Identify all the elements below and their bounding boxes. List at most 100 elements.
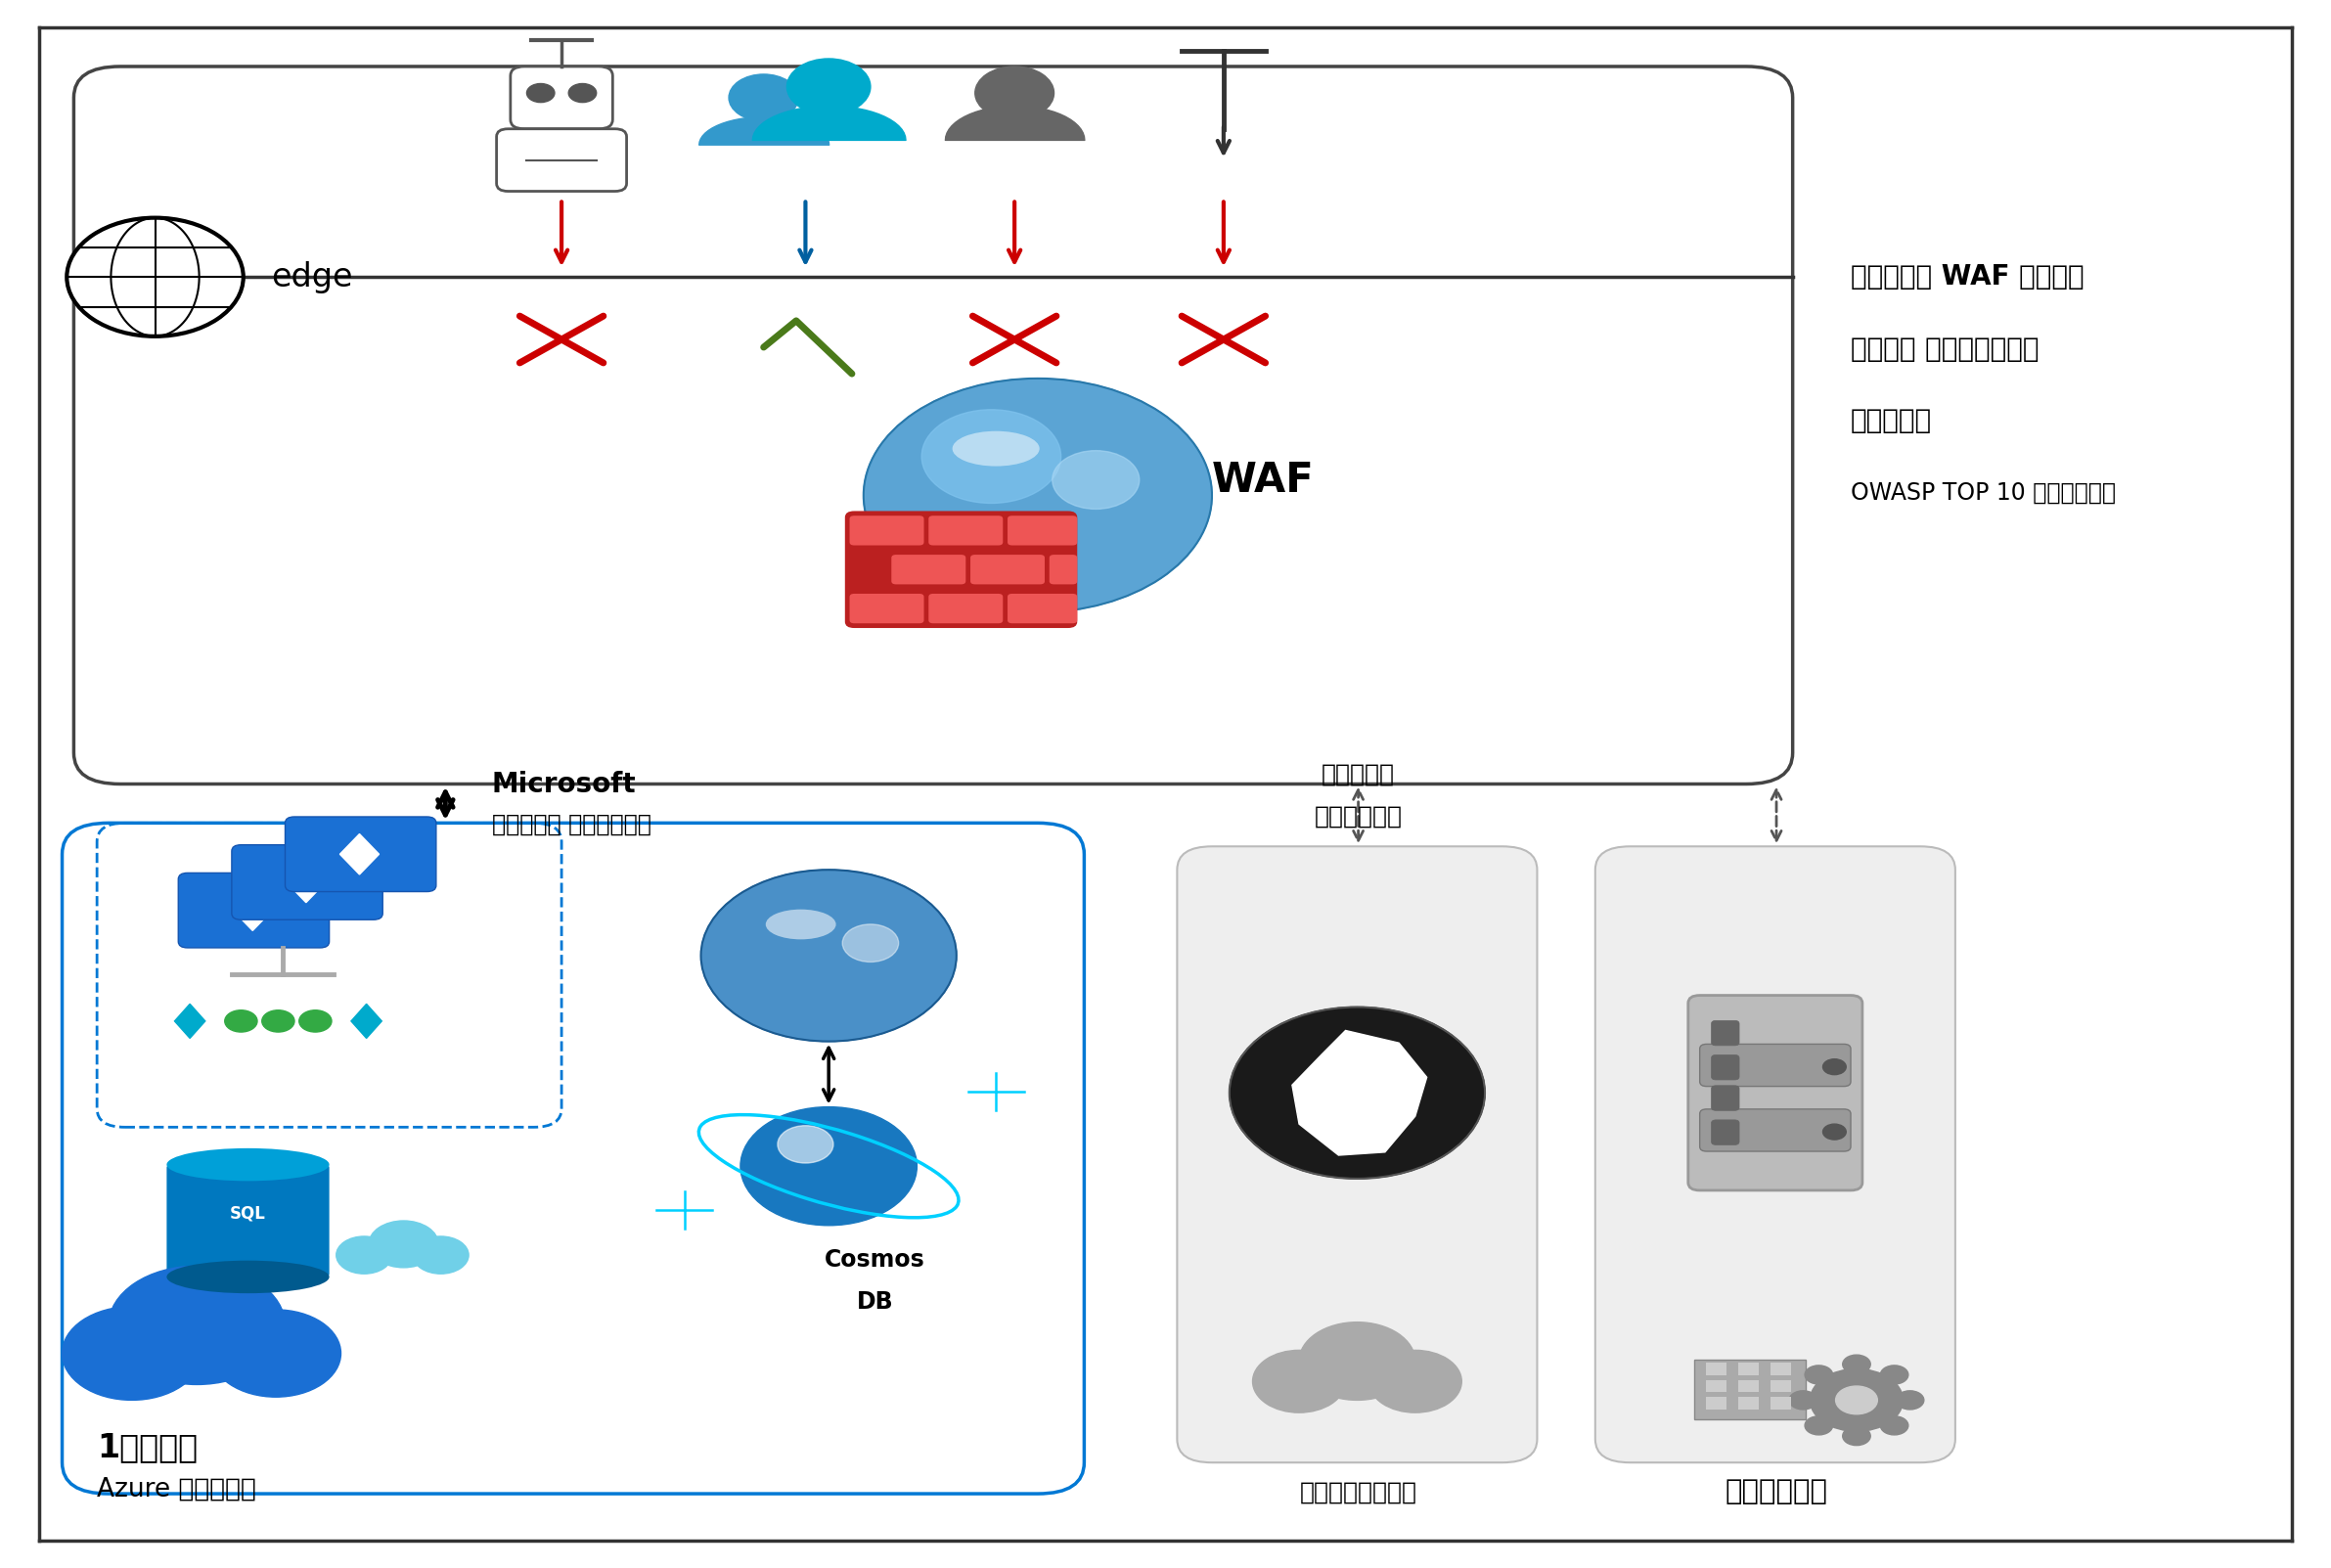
Polygon shape [287, 862, 326, 903]
FancyBboxPatch shape [1711, 1055, 1739, 1080]
Circle shape [841, 924, 900, 963]
Circle shape [1881, 1416, 1909, 1435]
Circle shape [1841, 1427, 1869, 1446]
Circle shape [702, 870, 956, 1041]
Ellipse shape [168, 1261, 329, 1294]
Circle shape [1811, 1369, 1902, 1432]
FancyBboxPatch shape [1739, 1380, 1760, 1392]
Circle shape [110, 1265, 284, 1385]
Circle shape [1823, 1058, 1846, 1074]
Circle shape [862, 378, 1212, 613]
Circle shape [1804, 1416, 1832, 1435]
Circle shape [1298, 1322, 1415, 1400]
FancyBboxPatch shape [1772, 1363, 1793, 1375]
FancyBboxPatch shape [1711, 1120, 1739, 1145]
Circle shape [974, 66, 1054, 119]
FancyBboxPatch shape [1739, 1363, 1760, 1375]
Circle shape [210, 1309, 340, 1397]
Circle shape [1881, 1366, 1909, 1385]
FancyBboxPatch shape [1706, 1380, 1727, 1392]
Polygon shape [340, 834, 380, 875]
FancyBboxPatch shape [848, 516, 923, 546]
Text: SQL: SQL [231, 1204, 266, 1221]
FancyBboxPatch shape [177, 873, 329, 947]
FancyBboxPatch shape [1695, 1359, 1807, 1419]
FancyBboxPatch shape [75, 66, 1793, 784]
Text: グローバル WAF ポリシー: グローバル WAF ポリシー [1851, 263, 2084, 290]
Circle shape [1804, 1366, 1832, 1385]
Text: DB: DB [858, 1290, 893, 1314]
FancyBboxPatch shape [497, 129, 627, 191]
Text: Microsoft: Microsoft [492, 770, 636, 798]
Circle shape [63, 1306, 200, 1400]
Text: Cosmos: Cosmos [825, 1248, 925, 1272]
Text: レート制限: レート制限 [1851, 406, 1932, 434]
Polygon shape [233, 891, 273, 931]
Circle shape [1895, 1391, 1923, 1410]
Circle shape [298, 1010, 331, 1032]
Circle shape [779, 1126, 834, 1163]
Ellipse shape [765, 909, 837, 939]
FancyBboxPatch shape [1049, 555, 1077, 585]
Text: オンプレミス: オンプレミス [1725, 1479, 1828, 1505]
Text: カスタム アクセスの制御: カスタム アクセスの制御 [1851, 336, 2040, 362]
Circle shape [224, 1010, 256, 1032]
Text: Azure リージョン: Azure リージョン [98, 1477, 256, 1502]
Circle shape [921, 409, 1061, 503]
Circle shape [1228, 1007, 1485, 1179]
Text: ネットワーク: ネットワーク [1315, 804, 1403, 828]
FancyBboxPatch shape [1594, 847, 1956, 1463]
FancyBboxPatch shape [1739, 1397, 1760, 1410]
Circle shape [368, 1221, 438, 1267]
Circle shape [1252, 1350, 1345, 1413]
Ellipse shape [953, 431, 1040, 466]
Circle shape [1790, 1391, 1818, 1410]
Circle shape [261, 1010, 294, 1032]
Text: グローバル ネットワーク: グローバル ネットワーク [492, 812, 650, 836]
Text: WAF: WAF [1212, 459, 1315, 500]
Polygon shape [352, 1004, 382, 1038]
FancyBboxPatch shape [1699, 1044, 1851, 1087]
Circle shape [730, 74, 800, 121]
FancyBboxPatch shape [970, 555, 1044, 585]
FancyBboxPatch shape [1706, 1363, 1727, 1375]
Circle shape [741, 1107, 916, 1226]
Circle shape [413, 1236, 469, 1273]
FancyBboxPatch shape [1699, 1109, 1851, 1151]
Text: OWASP TOP 10 に対する保護: OWASP TOP 10 に対する保護 [1851, 480, 2117, 503]
FancyBboxPatch shape [890, 555, 965, 585]
Circle shape [527, 83, 555, 102]
Text: edge: edge [270, 260, 352, 293]
FancyBboxPatch shape [1007, 516, 1077, 546]
FancyBboxPatch shape [1711, 1085, 1739, 1110]
FancyBboxPatch shape [844, 511, 1077, 629]
FancyBboxPatch shape [1706, 1397, 1727, 1410]
FancyBboxPatch shape [231, 845, 382, 920]
Ellipse shape [168, 1148, 329, 1181]
Text: 1つ以上の: 1つ以上の [98, 1430, 198, 1463]
FancyBboxPatch shape [1007, 594, 1077, 624]
FancyBboxPatch shape [1688, 996, 1862, 1190]
Circle shape [1834, 1386, 1876, 1414]
FancyBboxPatch shape [168, 1165, 329, 1276]
FancyBboxPatch shape [510, 66, 613, 129]
FancyBboxPatch shape [1772, 1397, 1793, 1410]
FancyBboxPatch shape [63, 823, 1084, 1494]
Circle shape [788, 58, 869, 114]
Text: その他のクラウド: その他のクラウド [1301, 1480, 1417, 1504]
FancyBboxPatch shape [928, 594, 1002, 624]
FancyBboxPatch shape [1177, 847, 1536, 1463]
Circle shape [569, 83, 597, 102]
FancyBboxPatch shape [1711, 1021, 1739, 1046]
FancyBboxPatch shape [284, 817, 436, 892]
Circle shape [1051, 450, 1140, 510]
Polygon shape [175, 1004, 205, 1038]
Circle shape [68, 218, 242, 336]
Circle shape [1823, 1124, 1846, 1140]
Circle shape [1368, 1350, 1462, 1413]
FancyBboxPatch shape [928, 516, 1002, 546]
Circle shape [336, 1236, 392, 1273]
Text: パブリック: パブリック [1322, 764, 1394, 787]
FancyBboxPatch shape [1772, 1380, 1793, 1392]
FancyBboxPatch shape [848, 594, 923, 624]
